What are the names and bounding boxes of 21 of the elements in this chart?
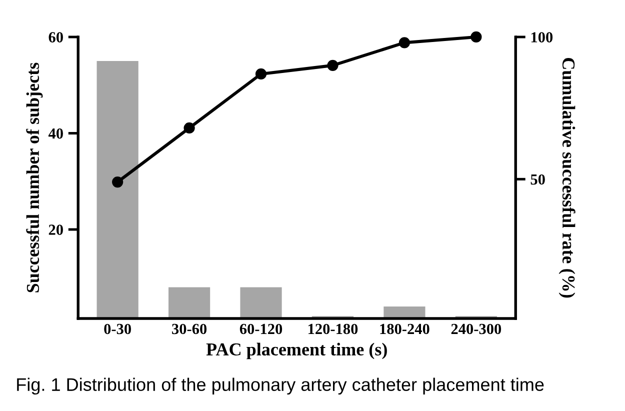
y2-tick-label: 50 [530, 174, 545, 185]
x-tick-label: 60-120 [240, 324, 282, 334]
x-tick-label: 120-180 [308, 324, 358, 334]
point [255, 68, 267, 80]
x-tick-label: 240-300 [451, 324, 502, 334]
x-axis-title: PAC placement time (s) [206, 342, 387, 360]
point [398, 37, 410, 48]
x-tick-label: 180-240 [380, 324, 430, 334]
y-tick-label: 60 [48, 32, 63, 42]
point [470, 31, 482, 43]
y2-axis-title: Cumulative successful rate (%) [558, 58, 576, 298]
y2-tick-label: 100 [531, 32, 553, 42]
x-tick-label: 0-30 [104, 324, 131, 334]
point [327, 60, 338, 71]
point [112, 176, 124, 188]
point [184, 122, 195, 134]
x-tick-label: 30-60 [172, 324, 207, 334]
y-tick-label: 20 [48, 224, 63, 235]
caption: Fig. 1 Distribution of the pulmonary artery catheter placement time [17, 378, 544, 395]
y-axis-title: Successful number of subjects [26, 62, 43, 292]
y-tick-label: 40 [48, 128, 63, 139]
